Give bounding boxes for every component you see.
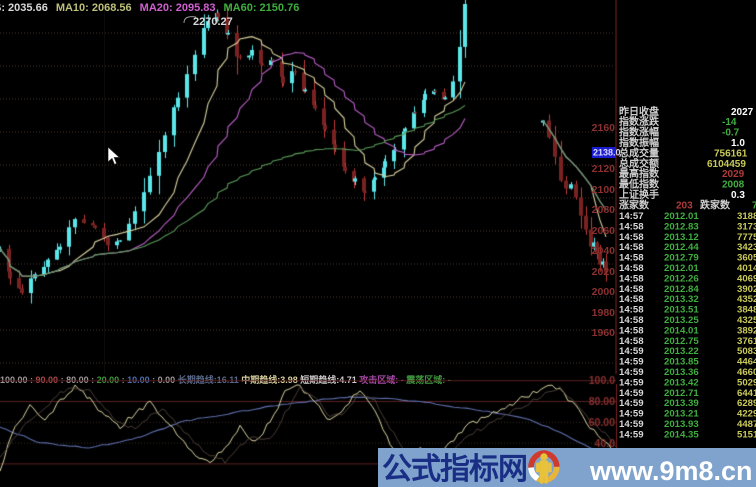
svg-text:公式指标网: 公式指标网: [382, 453, 527, 486]
svg-text:www.9m8.cn: www.9m8.cn: [589, 456, 753, 486]
